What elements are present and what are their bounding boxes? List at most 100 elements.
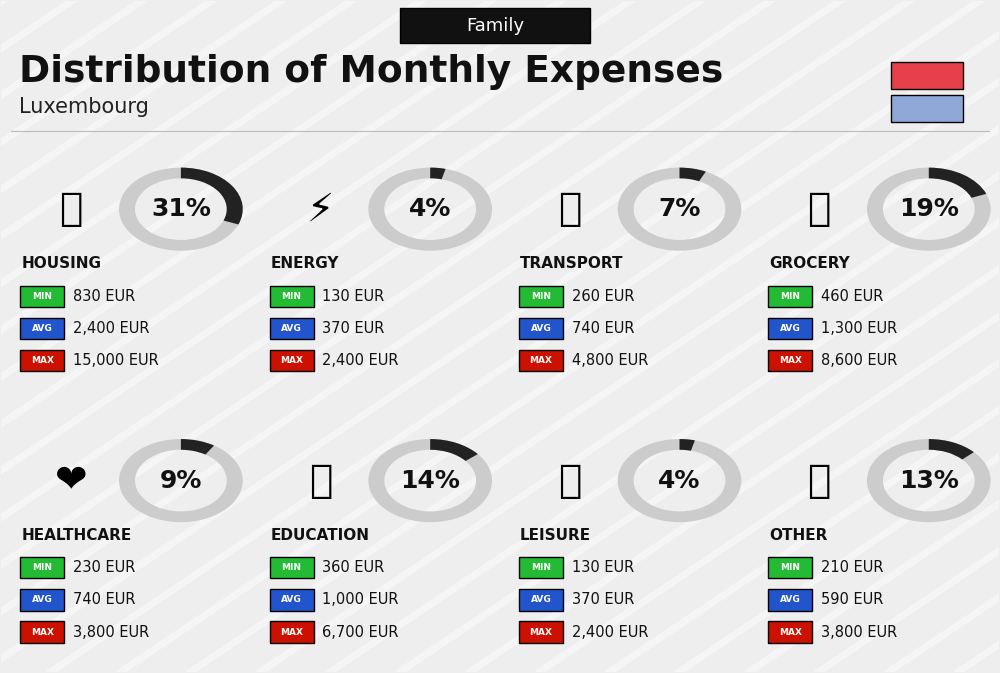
- Wedge shape: [368, 439, 492, 522]
- Text: 14%: 14%: [400, 468, 460, 493]
- FancyBboxPatch shape: [270, 621, 314, 643]
- Wedge shape: [867, 439, 991, 522]
- Text: AVG: AVG: [32, 324, 53, 333]
- FancyBboxPatch shape: [519, 350, 563, 371]
- FancyBboxPatch shape: [768, 557, 812, 579]
- Text: AVG: AVG: [281, 324, 302, 333]
- FancyBboxPatch shape: [20, 285, 64, 307]
- Text: 130 EUR: 130 EUR: [322, 289, 385, 304]
- Text: TRANSPORT: TRANSPORT: [520, 256, 623, 271]
- Text: MIN: MIN: [282, 292, 302, 301]
- Text: LEISURE: LEISURE: [520, 528, 591, 542]
- Text: 3,800 EUR: 3,800 EUR: [73, 625, 149, 639]
- Wedge shape: [618, 168, 741, 251]
- Text: 230 EUR: 230 EUR: [73, 560, 136, 575]
- Wedge shape: [368, 168, 492, 251]
- Text: 590 EUR: 590 EUR: [821, 592, 883, 608]
- Text: 740 EUR: 740 EUR: [572, 321, 634, 336]
- Text: AVG: AVG: [531, 324, 551, 333]
- Text: 💰: 💰: [807, 462, 831, 499]
- FancyBboxPatch shape: [519, 621, 563, 643]
- Text: MIN: MIN: [32, 563, 52, 572]
- FancyBboxPatch shape: [519, 285, 563, 307]
- Text: 19%: 19%: [899, 197, 959, 221]
- FancyBboxPatch shape: [519, 557, 563, 579]
- Text: MAX: MAX: [280, 627, 303, 637]
- Text: MIN: MIN: [531, 292, 551, 301]
- Text: ❤: ❤: [55, 462, 88, 499]
- Text: HEALTHCARE: HEALTHCARE: [21, 528, 132, 542]
- FancyBboxPatch shape: [20, 557, 64, 579]
- Text: 370 EUR: 370 EUR: [572, 592, 634, 608]
- Text: 7%: 7%: [658, 197, 701, 221]
- Text: 130 EUR: 130 EUR: [572, 560, 634, 575]
- Text: ⚡: ⚡: [307, 190, 334, 228]
- FancyBboxPatch shape: [768, 621, 812, 643]
- Wedge shape: [618, 439, 741, 522]
- Text: MAX: MAX: [529, 627, 552, 637]
- Text: MIN: MIN: [531, 563, 551, 572]
- Wedge shape: [119, 439, 243, 522]
- Text: 1,000 EUR: 1,000 EUR: [322, 592, 399, 608]
- Text: MIN: MIN: [32, 292, 52, 301]
- Text: 🚌: 🚌: [558, 190, 581, 228]
- Text: 🏢: 🏢: [60, 190, 83, 228]
- Wedge shape: [867, 168, 991, 251]
- FancyBboxPatch shape: [20, 350, 64, 371]
- Text: GROCERY: GROCERY: [769, 256, 850, 271]
- Wedge shape: [929, 168, 986, 198]
- Text: 🎓: 🎓: [309, 462, 332, 499]
- Text: 1,300 EUR: 1,300 EUR: [821, 321, 897, 336]
- FancyBboxPatch shape: [519, 589, 563, 610]
- Text: 4%: 4%: [658, 468, 701, 493]
- FancyBboxPatch shape: [519, 318, 563, 339]
- Text: 830 EUR: 830 EUR: [73, 289, 135, 304]
- Text: 6,700 EUR: 6,700 EUR: [322, 625, 399, 639]
- Wedge shape: [430, 439, 478, 461]
- FancyBboxPatch shape: [20, 589, 64, 610]
- Text: 🛒: 🛒: [807, 190, 831, 228]
- FancyBboxPatch shape: [20, 621, 64, 643]
- Text: MAX: MAX: [529, 356, 552, 365]
- Text: 370 EUR: 370 EUR: [322, 321, 385, 336]
- FancyBboxPatch shape: [891, 62, 963, 89]
- Text: 210 EUR: 210 EUR: [821, 560, 884, 575]
- Text: Luxembourg: Luxembourg: [19, 97, 149, 116]
- Text: 15,000 EUR: 15,000 EUR: [73, 353, 159, 368]
- Text: OTHER: OTHER: [769, 528, 828, 542]
- Text: 2,400 EUR: 2,400 EUR: [73, 321, 150, 336]
- Text: 360 EUR: 360 EUR: [322, 560, 385, 575]
- Wedge shape: [929, 439, 974, 460]
- Text: ENERGY: ENERGY: [271, 256, 339, 271]
- Text: MAX: MAX: [779, 627, 802, 637]
- Text: 2,400 EUR: 2,400 EUR: [322, 353, 399, 368]
- Wedge shape: [119, 168, 243, 251]
- Text: Distribution of Monthly Expenses: Distribution of Monthly Expenses: [19, 54, 724, 90]
- Text: MIN: MIN: [780, 292, 800, 301]
- Wedge shape: [181, 168, 243, 225]
- FancyBboxPatch shape: [400, 8, 590, 43]
- FancyBboxPatch shape: [891, 95, 963, 122]
- Text: 460 EUR: 460 EUR: [821, 289, 883, 304]
- Wedge shape: [680, 168, 706, 181]
- Text: Family: Family: [466, 17, 524, 34]
- Text: EDUCATION: EDUCATION: [271, 528, 370, 542]
- FancyBboxPatch shape: [768, 318, 812, 339]
- Wedge shape: [430, 168, 446, 179]
- FancyBboxPatch shape: [20, 318, 64, 339]
- Text: MAX: MAX: [779, 356, 802, 365]
- Text: MAX: MAX: [31, 356, 54, 365]
- Text: AVG: AVG: [780, 324, 801, 333]
- Wedge shape: [680, 439, 695, 451]
- Text: 2,400 EUR: 2,400 EUR: [572, 625, 648, 639]
- Text: AVG: AVG: [531, 596, 551, 604]
- Text: 4,800 EUR: 4,800 EUR: [572, 353, 648, 368]
- Text: 3,800 EUR: 3,800 EUR: [821, 625, 897, 639]
- Text: AVG: AVG: [281, 596, 302, 604]
- Text: 31%: 31%: [151, 197, 211, 221]
- Text: HOUSING: HOUSING: [21, 256, 101, 271]
- Text: 260 EUR: 260 EUR: [572, 289, 634, 304]
- Text: MIN: MIN: [282, 563, 302, 572]
- Text: MAX: MAX: [280, 356, 303, 365]
- Text: MIN: MIN: [780, 563, 800, 572]
